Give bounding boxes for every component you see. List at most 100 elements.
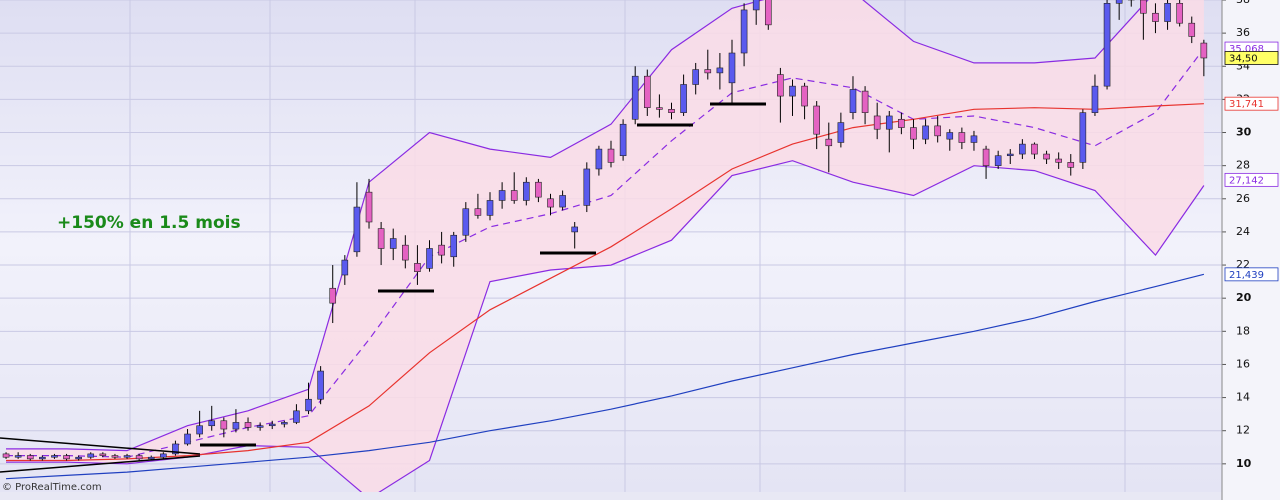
candle-body bbox=[801, 85, 808, 107]
y-tick-label: 30 bbox=[1236, 126, 1252, 139]
trend-lines bbox=[0, 437, 201, 473]
candle-body bbox=[426, 248, 433, 269]
candle-body bbox=[607, 148, 615, 163]
candle-body bbox=[341, 259, 349, 276]
price-label: 35,068 bbox=[1229, 44, 1264, 55]
support-lines bbox=[200, 102, 766, 447]
candle-body bbox=[462, 208, 470, 236]
candle-body bbox=[1188, 22, 1196, 37]
candle-body bbox=[353, 206, 361, 253]
candle-body bbox=[692, 69, 699, 85]
candle-body bbox=[1019, 143, 1026, 155]
y-tick-label: 26 bbox=[1236, 192, 1250, 205]
candle-body bbox=[147, 456, 155, 460]
candle-body bbox=[994, 155, 1002, 166]
moving-average bbox=[5, 273, 1205, 480]
candle-body bbox=[777, 74, 784, 97]
y-tick-label: 16 bbox=[1236, 357, 1250, 370]
band-middle bbox=[6, 48, 1205, 458]
candle-body bbox=[849, 89, 857, 113]
candle-body bbox=[1091, 85, 1099, 113]
candle-body bbox=[728, 52, 736, 84]
candle-body bbox=[87, 453, 95, 458]
candle-body bbox=[861, 90, 869, 113]
candle-body bbox=[293, 410, 300, 423]
price-label: 21,439 bbox=[1229, 270, 1264, 281]
price-label-box bbox=[1224, 51, 1279, 65]
candle-body bbox=[704, 69, 712, 74]
candle-body bbox=[583, 168, 591, 206]
candle-body bbox=[220, 420, 228, 430]
y-tick-label: 36 bbox=[1236, 26, 1250, 39]
price-label: 27,142 bbox=[1229, 175, 1264, 186]
candle-body bbox=[63, 455, 70, 460]
candle-body bbox=[208, 420, 216, 427]
candle-body bbox=[450, 234, 458, 258]
candle-body bbox=[643, 75, 651, 108]
axis-background bbox=[1222, 0, 1280, 500]
candle-body bbox=[39, 456, 46, 460]
candle-body bbox=[329, 287, 337, 304]
candle-body bbox=[1043, 153, 1050, 160]
band-upper bbox=[6, 0, 1149, 452]
y-tick-label: 28 bbox=[1236, 159, 1250, 172]
candle-body bbox=[764, 0, 772, 26]
candle-body bbox=[934, 125, 941, 137]
candle-body bbox=[305, 398, 312, 412]
candle-body bbox=[160, 453, 167, 458]
candle-body bbox=[438, 244, 445, 256]
y-tick-label: 18 bbox=[1236, 324, 1250, 337]
lines bbox=[5, 0, 1205, 492]
candle-body bbox=[873, 115, 881, 130]
candle-body bbox=[498, 190, 506, 201]
candle-body bbox=[281, 422, 288, 425]
candle-body bbox=[752, 0, 760, 11]
candle-body bbox=[740, 9, 748, 54]
price-label-box bbox=[1224, 267, 1279, 282]
candle-body bbox=[922, 125, 929, 140]
candle-body bbox=[510, 190, 518, 201]
candle-body bbox=[172, 443, 179, 455]
candle-body bbox=[523, 181, 530, 201]
candle-body bbox=[1006, 153, 1014, 157]
candle-body bbox=[571, 226, 579, 233]
candle-body bbox=[619, 123, 627, 157]
candle-body bbox=[1200, 42, 1208, 59]
y-tick-label: 12 bbox=[1236, 424, 1250, 437]
candle-body bbox=[1115, 0, 1123, 4]
candle-body bbox=[547, 198, 554, 208]
candle-body bbox=[474, 208, 482, 216]
candle-body bbox=[256, 425, 264, 428]
candle-body bbox=[14, 455, 22, 458]
credit: © ProRealTime.com bbox=[2, 482, 102, 493]
price-label: 34,50 bbox=[1229, 53, 1258, 64]
candle-body bbox=[75, 456, 82, 460]
candle-body bbox=[656, 107, 663, 110]
candle-body bbox=[595, 148, 603, 170]
candle-body bbox=[1152, 12, 1159, 22]
price-label-box bbox=[1224, 96, 1279, 111]
candle-body bbox=[244, 422, 252, 428]
candle-body bbox=[135, 455, 143, 460]
candle-body bbox=[970, 135, 978, 143]
candle-body bbox=[1140, 0, 1147, 14]
candle-body bbox=[910, 127, 917, 140]
candle-body bbox=[1176, 3, 1183, 24]
candle-body bbox=[232, 422, 240, 430]
candle-body bbox=[377, 228, 385, 249]
candle-body bbox=[1103, 3, 1111, 87]
candle-body bbox=[716, 67, 724, 74]
y-tick-label: 14 bbox=[1236, 391, 1250, 404]
price-label: 31,741 bbox=[1229, 99, 1264, 110]
candle-body bbox=[99, 453, 107, 456]
candle-body bbox=[1079, 112, 1087, 163]
candle-body bbox=[559, 195, 566, 208]
candle-body bbox=[1031, 143, 1038, 155]
candle-body bbox=[111, 455, 119, 458]
candle-body bbox=[1055, 158, 1062, 163]
candle-body bbox=[26, 455, 34, 460]
candle-body bbox=[317, 370, 324, 400]
candle-body bbox=[958, 132, 966, 143]
candle-body bbox=[946, 132, 954, 140]
